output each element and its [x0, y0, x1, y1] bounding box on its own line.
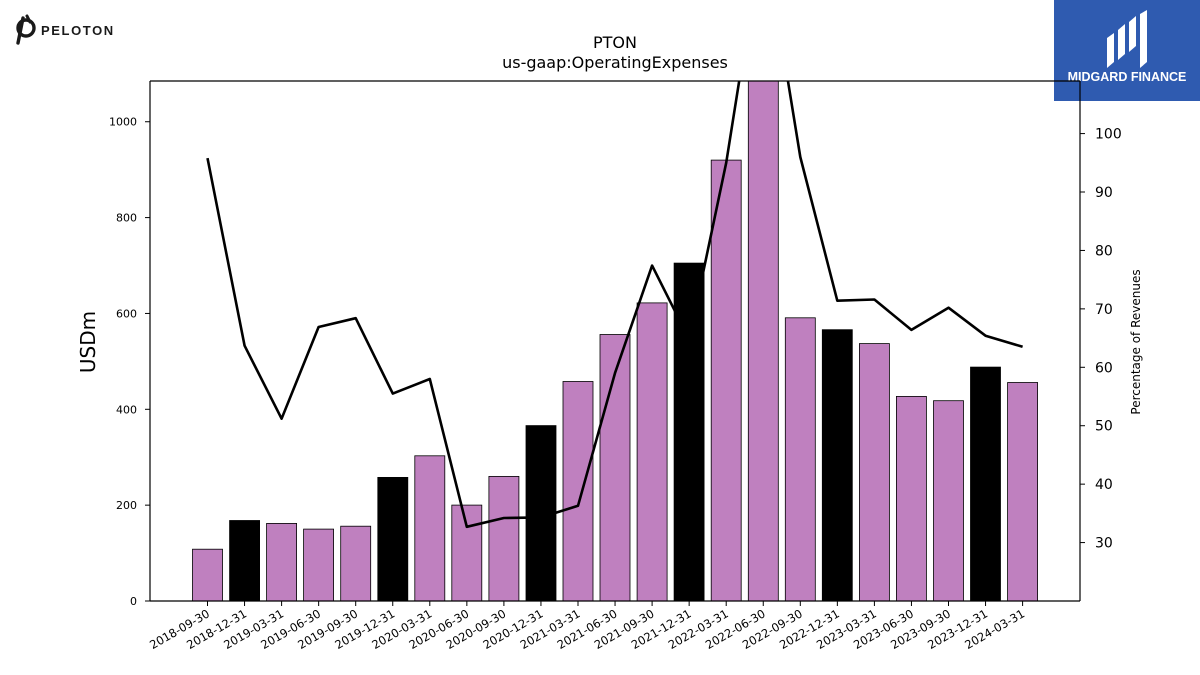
- bar-2020-03-31: [414, 455, 446, 601]
- bar-2023-12-31: [970, 366, 1001, 601]
- y2-tick-label-100: 100: [1095, 127, 1122, 143]
- bar-series: [192, 81, 1038, 601]
- midgard-logo-text: MIDGARD FINANCE: [1068, 70, 1187, 84]
- y2-tick-label-90: 90: [1095, 185, 1113, 201]
- y2-tick-label-70: 70: [1095, 302, 1113, 318]
- chart-subtitle: us-gaap:OperatingExpenses: [502, 53, 728, 72]
- bar-2021-12-31: [673, 262, 705, 601]
- y2-tick-label-40: 40: [1095, 477, 1113, 493]
- bar-2019-09-30: [340, 525, 372, 601]
- bar-2022-06-30: [747, 81, 779, 601]
- y-tick-label-800: 800: [116, 212, 137, 225]
- y2-axis-label: Percentage of Revenues: [1129, 269, 1143, 414]
- bar-2020-09-30: [488, 475, 520, 601]
- peloton-logo-text: PELOTON: [41, 23, 115, 38]
- bar-2020-06-30: [451, 504, 483, 601]
- midgard-finance-logo: MIDGARD FINANCE: [1054, 0, 1200, 101]
- bar-2023-03-31: [859, 343, 890, 601]
- bar-2021-06-30: [599, 334, 631, 601]
- bar-2021-03-31: [562, 381, 594, 601]
- y-tick-label-1000: 1000: [109, 116, 137, 129]
- bar-2023-06-30: [896, 395, 927, 601]
- bar-2018-12-31: [229, 520, 261, 601]
- bar-2021-09-30: [636, 302, 668, 601]
- y2-tick-label-30: 30: [1095, 536, 1113, 552]
- bar-2022-03-31: [710, 159, 742, 601]
- y2-tick-label-60: 60: [1095, 360, 1113, 376]
- y2-tick-label-80: 80: [1095, 243, 1113, 259]
- y2-tick-label-50: 50: [1095, 419, 1113, 435]
- bar-2022-12-31: [821, 329, 853, 601]
- y-axis-label: USDm: [76, 311, 100, 373]
- y-tick-label-400: 400: [116, 403, 137, 416]
- peloton-logo: PELOTON: [14, 14, 134, 48]
- chart-title: PTON: [593, 33, 637, 52]
- bar-2019-03-31: [266, 523, 298, 601]
- bar-2022-09-30: [784, 317, 816, 601]
- y-tick-label-0: 0: [130, 595, 137, 608]
- bar-2019-12-31: [377, 476, 409, 601]
- bar-2023-09-30: [933, 400, 964, 601]
- bar-2019-06-30: [303, 528, 335, 601]
- y-tick-label-200: 200: [116, 499, 137, 512]
- y-tick-label-600: 600: [116, 307, 137, 320]
- bar-2024-03-31: [1007, 382, 1038, 601]
- bar-2018-09-30: [192, 548, 223, 601]
- line-series: [206, 81, 1023, 529]
